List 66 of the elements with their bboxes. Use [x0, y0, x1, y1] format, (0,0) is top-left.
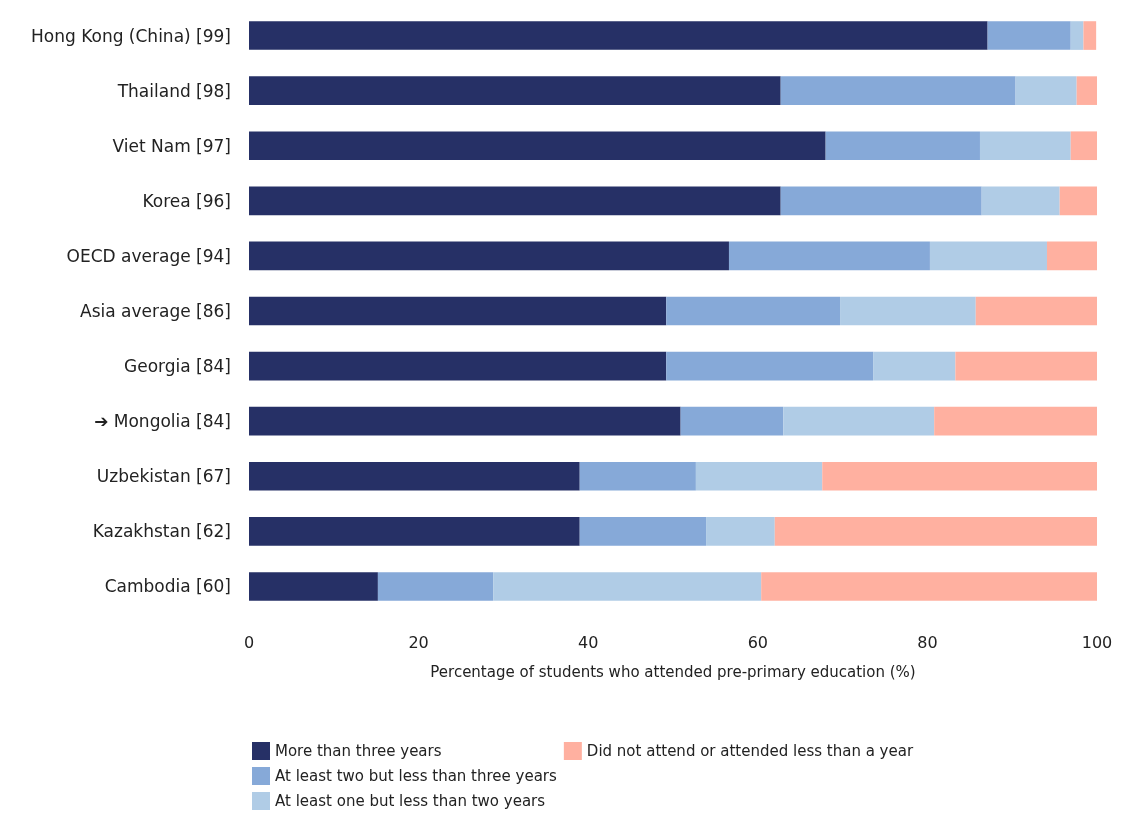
bar [579, 517, 707, 546]
x-tick-label: 40 [578, 632, 599, 652]
bar [728, 241, 930, 271]
bar [249, 351, 667, 381]
bar [1076, 76, 1097, 105]
bar [979, 131, 1071, 161]
bar [780, 186, 982, 216]
bar [822, 461, 1097, 491]
bar [1015, 76, 1077, 105]
y-tick-label: Kazakhstan [62] [92, 521, 231, 542]
bar [249, 406, 681, 436]
bar [783, 406, 935, 436]
bar [955, 351, 1097, 381]
bar [377, 572, 494, 601]
x-tick-label: 100 [1081, 632, 1113, 652]
y-tick-label: Thailand [98] [116, 80, 231, 101]
x-axis-title: Percentage of students who attended pre-primary education (%) [430, 662, 916, 681]
bar [706, 517, 775, 546]
bar [1070, 21, 1084, 50]
bar [934, 406, 1097, 436]
bar [249, 461, 580, 491]
bar [1046, 241, 1097, 271]
bar [774, 517, 1097, 546]
x-tick-label: 60 [747, 632, 768, 652]
legend-label: At least one but less than two years [275, 792, 546, 810]
x-tick-label: 0 [243, 632, 255, 652]
y-tick-label: Hong Kong (China) [99] [31, 25, 231, 46]
bar [761, 572, 1097, 601]
legend-label: Did not attend or attended less than a year [586, 742, 914, 760]
bar [666, 296, 841, 326]
y-tick-label: Uzbekistan [67] [96, 466, 231, 487]
bar [825, 131, 980, 161]
y-tick-label: Georgia [84] [124, 356, 231, 377]
bar [249, 296, 667, 326]
bar [666, 351, 874, 381]
bar [840, 296, 976, 326]
y-tick-label: OECD average [94] [66, 245, 231, 266]
bar [873, 351, 956, 381]
bar [680, 406, 784, 436]
y-tick-label: Korea [96] [142, 190, 231, 211]
bar [780, 76, 1016, 105]
legend-label: At least two but less than three years [275, 767, 558, 785]
bar [987, 21, 1071, 50]
bar [249, 76, 781, 105]
y-tick-label: ➔ Mongolia [84] [94, 411, 231, 432]
bar [695, 461, 823, 491]
bar [1059, 186, 1097, 216]
bar [249, 572, 378, 601]
bar [249, 241, 729, 271]
bar [981, 186, 1060, 216]
bar [493, 572, 762, 601]
legend-label: More than three years [275, 742, 442, 760]
bar [975, 296, 1097, 326]
x-tick-label: 80 [917, 632, 938, 652]
bar [1070, 131, 1097, 161]
y-tick-label: Viet Nam [97] [112, 135, 231, 156]
bar [929, 241, 1047, 271]
y-tick-label: Asia average [86] [80, 301, 231, 321]
bar [249, 131, 826, 161]
bar [249, 21, 988, 50]
bar [249, 186, 781, 216]
y-tick-label: Cambodia [60] [104, 576, 231, 597]
bar [1083, 21, 1097, 50]
bar [249, 517, 580, 546]
bar [579, 461, 696, 491]
x-tick-label: 20 [408, 632, 429, 652]
